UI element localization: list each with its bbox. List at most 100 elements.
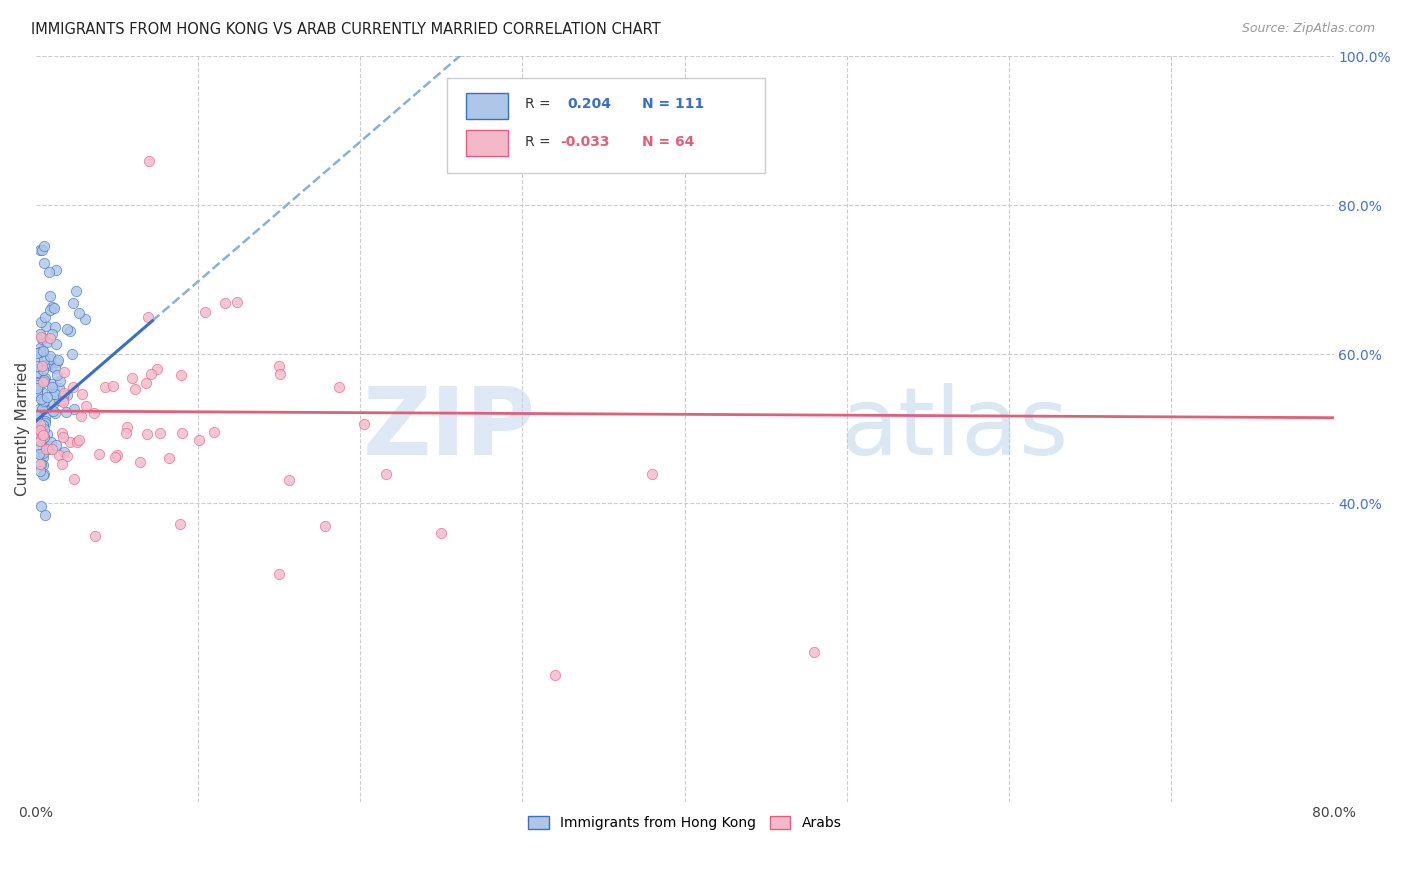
FancyBboxPatch shape: [447, 78, 765, 173]
Point: [60, 347, 83, 361]
Point: [65, 285, 87, 299]
Point: [25, 381, 48, 395]
Point: [374, 467, 396, 482]
Point: [35, 426, 58, 441]
Point: [52, 444, 75, 458]
Point: [30, 360, 52, 375]
Text: -0.033: -0.033: [560, 135, 609, 149]
Point: [31, 344, 53, 359]
Point: [32, 450, 55, 465]
Point: [32, 467, 55, 481]
Point: [31, 359, 53, 373]
Point: [34, 508, 56, 522]
Point: [27, 378, 49, 392]
Point: [39, 356, 62, 370]
Point: [101, 378, 124, 392]
Point: [45, 437, 67, 451]
Point: [45, 354, 67, 368]
Point: [32, 239, 55, 253]
Point: [34, 442, 56, 456]
Point: [430, 526, 453, 541]
Point: [38, 439, 60, 453]
Point: [41, 300, 63, 314]
Point: [32, 393, 55, 408]
Bar: [467, 93, 508, 119]
Point: [267, 359, 290, 373]
Point: [32, 428, 55, 442]
Point: [41, 359, 63, 373]
Point: [35, 318, 58, 333]
Point: [170, 426, 193, 441]
Point: [34, 310, 56, 325]
Point: [28, 345, 51, 359]
Point: [202, 425, 225, 439]
Point: [42, 301, 65, 315]
Point: [30, 426, 52, 441]
Point: [25, 359, 48, 374]
Point: [75, 312, 97, 326]
Point: [41, 442, 63, 456]
Point: [28, 434, 51, 449]
Text: 0.204: 0.204: [568, 97, 612, 111]
Text: ZIP: ZIP: [363, 383, 536, 475]
Point: [30, 243, 52, 257]
Point: [48, 448, 70, 462]
Point: [25, 416, 48, 430]
Point: [34, 394, 56, 409]
Point: [44, 387, 66, 401]
Legend: Immigrants from Hong Kong, Arabs: Immigrants from Hong Kong, Arabs: [522, 811, 846, 836]
Point: [28, 402, 51, 417]
Point: [25, 346, 48, 360]
Point: [269, 368, 291, 382]
Text: R =: R =: [524, 97, 551, 111]
Point: [27, 409, 49, 424]
Point: [803, 645, 825, 659]
Point: [48, 381, 70, 395]
Point: [37, 390, 59, 404]
Point: [25, 384, 48, 399]
Point: [34, 410, 56, 425]
Point: [138, 153, 160, 168]
Point: [157, 451, 180, 466]
Point: [31, 417, 53, 432]
Point: [30, 434, 52, 449]
Point: [34, 414, 56, 428]
Point: [187, 433, 209, 447]
Point: [30, 499, 52, 513]
Point: [30, 417, 52, 431]
Bar: [467, 130, 508, 156]
Point: [45, 337, 67, 351]
Point: [30, 457, 52, 471]
Point: [169, 516, 191, 531]
Point: [194, 305, 217, 319]
Point: [25, 413, 48, 427]
Point: [84, 528, 107, 542]
Text: N = 111: N = 111: [641, 97, 704, 111]
Point: [146, 362, 169, 376]
Point: [52, 389, 75, 403]
Point: [28, 425, 51, 440]
Text: N = 64: N = 64: [641, 135, 695, 149]
Point: [52, 430, 75, 444]
Point: [226, 294, 249, 309]
Point: [560, 153, 582, 168]
Point: [31, 446, 53, 460]
Point: [41, 380, 63, 394]
Point: [37, 335, 59, 350]
Point: [39, 349, 62, 363]
Point: [38, 265, 60, 279]
Point: [44, 320, 66, 334]
Point: [32, 374, 55, 388]
Point: [52, 395, 75, 409]
Point: [32, 373, 55, 387]
Point: [44, 360, 66, 375]
Point: [27, 365, 49, 379]
Point: [75, 399, 97, 413]
Text: R =: R =: [524, 135, 551, 149]
Point: [128, 455, 150, 469]
Point: [52, 365, 75, 379]
Point: [28, 447, 51, 461]
Point: [52, 394, 75, 409]
Point: [30, 464, 52, 478]
Point: [42, 397, 65, 411]
